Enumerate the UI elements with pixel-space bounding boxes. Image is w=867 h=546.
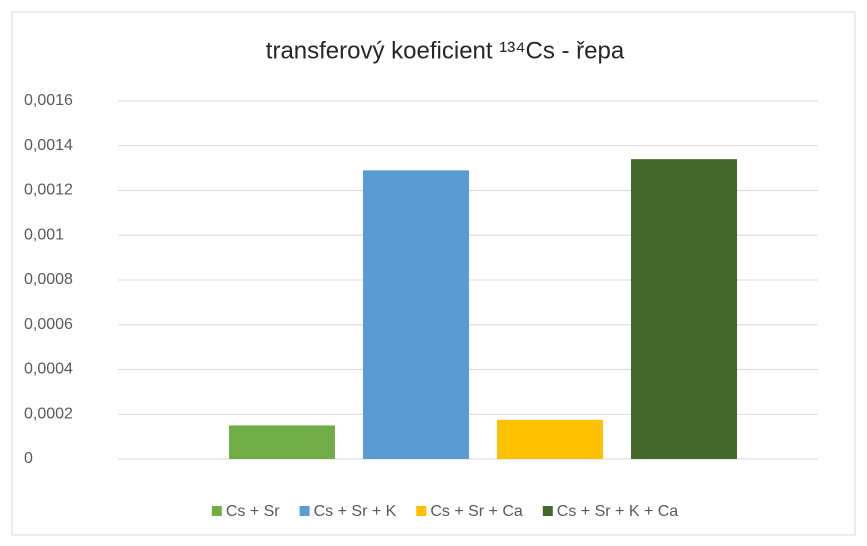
y-tick-label: 0,0006 [24,316,73,333]
chart-title: transferový koeficient ¹³⁴Cs - řepa [266,37,625,64]
y-tick-label: 0,001 [24,226,64,243]
y-tick-label: 0,0012 [24,182,73,199]
y-tick-label: 0 [24,450,33,467]
legend-label: Cs + Sr + K + Ca [557,503,678,520]
y-tick-label: 0,0004 [24,361,73,378]
bar [497,419,603,459]
legend-swatch [299,506,310,516]
y-tick-label: 0,0002 [24,405,73,422]
bar [631,159,737,460]
bar [229,425,335,459]
y-tick-label: 0,0008 [24,271,73,288]
legend-label: Cs + Sr + K [314,503,397,520]
legend-swatch [542,506,553,516]
y-tick-label: 0,0016 [24,92,73,109]
legend-label: Cs + Sr + Ca [430,503,523,520]
y-tick-label: 0,0014 [24,137,73,154]
legend-label: Cs + Sr [226,503,280,520]
legend-swatch [211,506,222,516]
bar [363,170,469,460]
legend-swatch [416,506,427,516]
